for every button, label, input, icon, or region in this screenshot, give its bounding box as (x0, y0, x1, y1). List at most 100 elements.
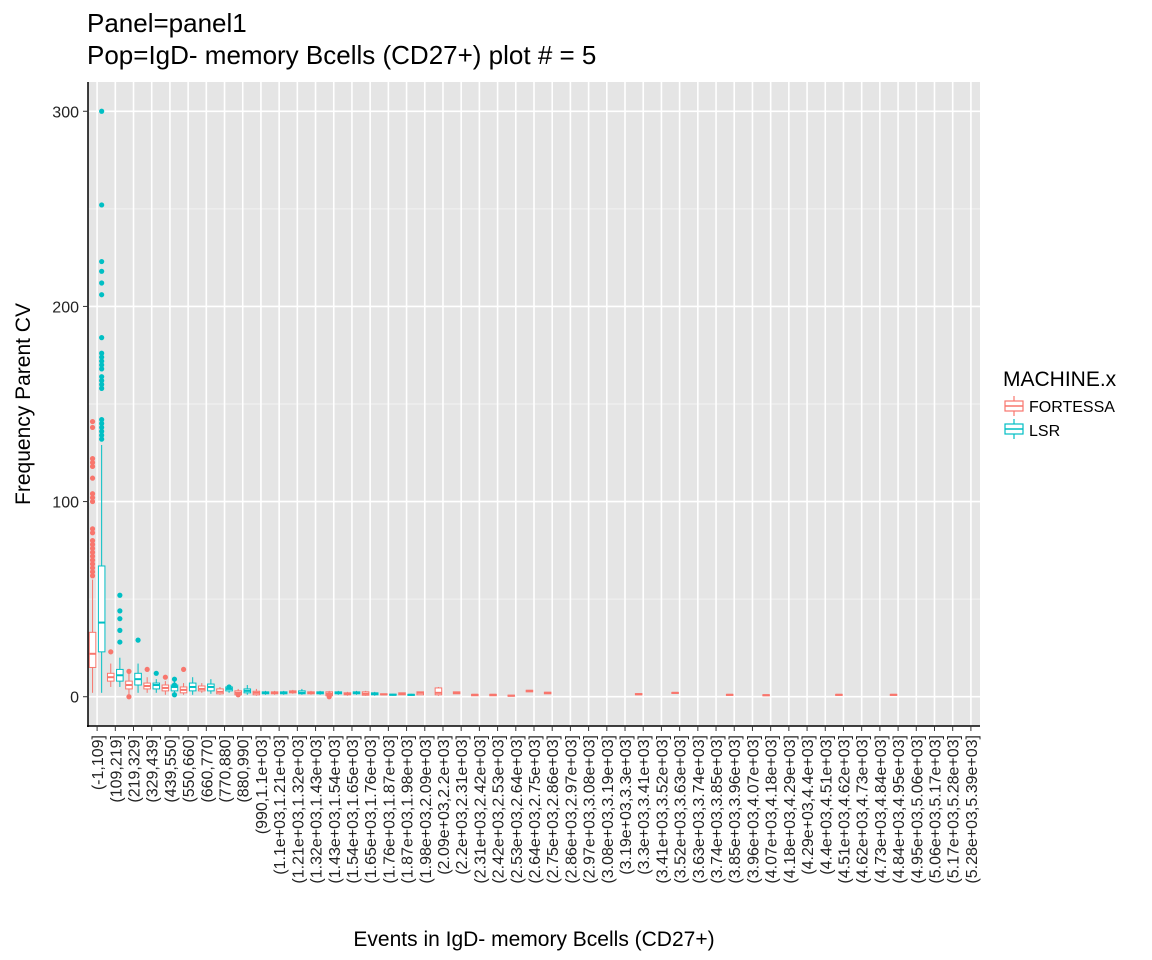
box-fortessa-6 (197, 683, 206, 693)
box-lsr-9 (261, 690, 270, 695)
box-lsr-8 (243, 685, 252, 695)
box-fortessa-0 (88, 418, 97, 693)
outlier-point (89, 495, 96, 501)
x-tick-label: (4.62e+03,4.73e+03] (855, 735, 872, 884)
x-tick-label: (660,770] (199, 735, 216, 803)
outlier-point (180, 666, 187, 673)
outlier-point (89, 538, 96, 544)
box-lsr-10 (279, 690, 288, 695)
outlier-point (89, 573, 96, 579)
x-tick-label: (990,1.1e+03] (254, 735, 271, 834)
box-fortessa-1 (106, 649, 115, 687)
x-tick-label: (1.32e+03,1.43e+03] (309, 735, 326, 884)
outlier-point (99, 335, 105, 341)
outlier-point (99, 354, 105, 360)
box-body (88, 631, 97, 668)
x-tick-label: (1.76e+03,1.87e+03] (381, 735, 398, 884)
x-tick-label: (3.74e+03,3.85e+03] (709, 735, 726, 884)
outlier-point (89, 491, 96, 497)
box-fortessa-4 (161, 674, 170, 695)
legend-title: MACHINE.x (1003, 368, 1117, 391)
outlier-point (135, 637, 141, 643)
y-tick-label: 300 (52, 104, 79, 121)
box-fortessa-32 (671, 691, 679, 694)
box-fortessa-25 (543, 691, 552, 695)
box-lsr-3 (152, 670, 161, 693)
x-tick-label: (2.53e+03,2.64e+03] (509, 735, 526, 884)
legend: MACHINE.x FORTESSA LSR (1003, 368, 1117, 440)
box-fortessa-21 (471, 693, 479, 697)
box-body (97, 565, 106, 653)
outlier-point (226, 684, 232, 690)
box-fortessa-17 (398, 692, 406, 696)
outlier-point (99, 350, 105, 356)
outlier-point (108, 649, 114, 655)
box-lsr-1 (116, 592, 124, 687)
outlier-point (89, 459, 96, 466)
outlier-point (89, 553, 96, 559)
outlier-point (89, 424, 96, 431)
x-tick-label: (4.73e+03,4.84e+03] (873, 735, 890, 884)
outlier-point (89, 541, 96, 548)
box-lsr-7 (225, 684, 233, 693)
box-fortessa-22 (489, 693, 497, 697)
outlier-point (117, 616, 123, 622)
x-tick-label: (3.19e+03,3.3e+03] (618, 735, 635, 875)
box-fortessa-3 (143, 666, 151, 693)
outlier-point (89, 526, 96, 532)
outlier-point (126, 694, 132, 700)
x-tick-label: (2.2e+03,2.31e+03] (454, 735, 471, 875)
box-lsr-16 (389, 693, 397, 696)
x-tick-label: (1.43e+03,1.54e+03] (327, 735, 344, 884)
outlier-point (89, 569, 96, 575)
outlier-point (99, 381, 105, 388)
box-fortessa-35 (725, 693, 734, 696)
outlier-point (117, 639, 123, 645)
outlier-point (99, 202, 105, 208)
outlier-point (117, 592, 123, 598)
box-body (434, 687, 443, 696)
x-tick-label: (439,550] (163, 735, 180, 803)
x-axis-title: Events in IgD- memory Bcells (CD27+) (353, 928, 714, 951)
box-fortessa-2 (125, 668, 133, 700)
x-tick-label: (4.84e+03,4.95e+03] (891, 735, 908, 884)
x-tick-label: (5.28e+03,5.39e+03] (964, 735, 981, 884)
x-tick-label: (3.85e+03,3.96e+03] (727, 735, 744, 884)
outlier-point (326, 692, 332, 698)
grid-lines (88, 82, 980, 726)
box-fortessa-24 (525, 689, 534, 693)
x-axis-ticks: (-1,109] (109,219] (219,329] (329,439] (439,… (90, 726, 981, 884)
outlier-point (99, 358, 105, 364)
box-fortessa-13 (325, 690, 333, 700)
outlier-point (99, 292, 105, 298)
outlier-point (171, 676, 178, 682)
x-tick-label: (2.64e+03,2.75e+03] (527, 735, 544, 884)
box-fortessa-7 (216, 686, 224, 695)
x-tick-label: (4.07e+03,4.18e+03] (764, 735, 781, 884)
outlier-point (235, 692, 241, 698)
outlier-point (89, 456, 96, 462)
legend-label-lsr: LSR (1029, 423, 1060, 440)
box-lsr-17 (407, 693, 415, 696)
outlier-point (99, 362, 105, 368)
x-tick-label: (4.51e+03,4.62e+03] (836, 735, 853, 884)
x-tick-label: (2.09e+03,2.2e+03] (436, 735, 453, 875)
outlier-point (99, 432, 105, 438)
box-lsr-15 (370, 691, 379, 696)
box-fortessa-9 (252, 688, 261, 696)
x-tick-label: (770,880] (218, 735, 235, 803)
box-lsr-6 (207, 679, 215, 694)
y-axis-title: Frequency Parent CV (12, 303, 35, 505)
box-fortessa-23 (507, 694, 516, 697)
outlier-point (89, 463, 96, 470)
outlier-point (99, 258, 105, 265)
x-tick-label: (5.17e+03,5.28e+03] (946, 735, 963, 884)
outlier-point (89, 498, 96, 505)
outlier-point (99, 424, 105, 431)
x-tick-label: (-1,109] (90, 735, 107, 790)
x-tick-label: (1.98e+03,2.09e+03] (418, 735, 435, 884)
box-fortessa-20 (452, 691, 461, 695)
box-fortessa-44 (889, 693, 898, 696)
box-fortessa-14 (343, 691, 352, 696)
